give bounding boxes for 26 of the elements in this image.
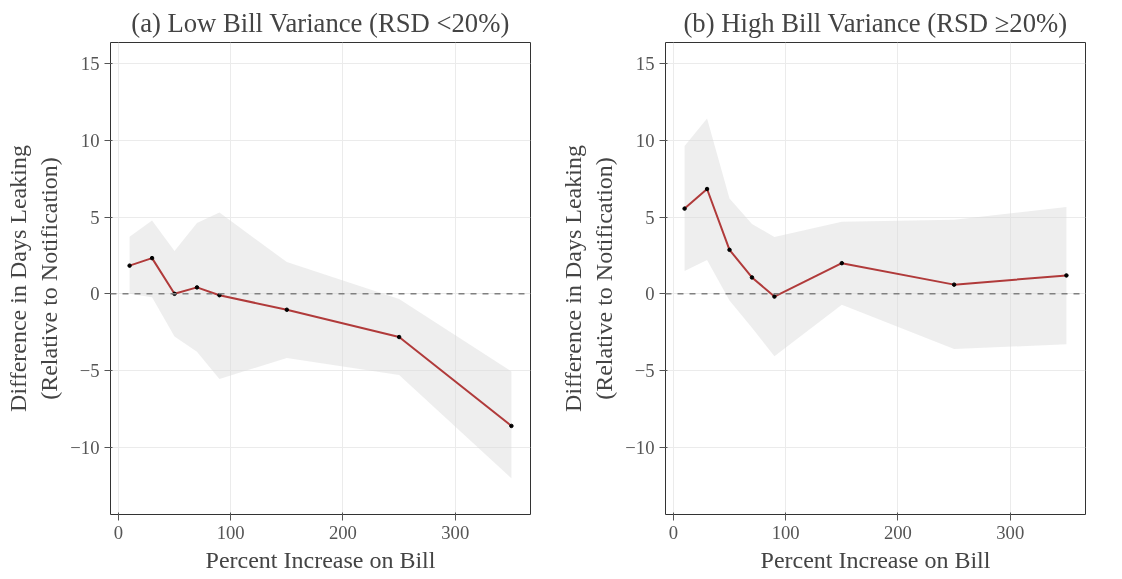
y-axis-title: Difference in Days Leaking (Relative to Notification) <box>560 145 618 412</box>
x-tick-label: 100 <box>771 521 800 543</box>
y-tick-label: 15 <box>80 53 100 75</box>
y-tick-label: −5 <box>79 359 100 381</box>
x-tick-label: 300 <box>996 521 1025 543</box>
y-tick-label: 0 <box>645 283 655 305</box>
y-tick-label: 0 <box>90 283 100 305</box>
chart-title: (a) Low Bill Variance (RSD <20%) <box>131 7 510 38</box>
y-tick-label: −10 <box>625 436 655 458</box>
y-tick-label: 5 <box>90 206 100 228</box>
y-axis-title: Difference in Days Leaking (Relative to Notification) <box>5 145 63 412</box>
x-tick-label: 100 <box>216 521 245 543</box>
y-tick-label: 10 <box>80 130 100 152</box>
y-tick-label: 10 <box>635 130 655 152</box>
x-tick-label: 0 <box>668 521 679 543</box>
y-tick-label: −5 <box>634 359 655 381</box>
x-tick-label: 300 <box>441 521 470 543</box>
y-tick-label: 5 <box>645 206 655 228</box>
x-tick-label: 200 <box>883 521 912 543</box>
x-tick-label: 0 <box>113 521 124 543</box>
x-axis-title: Percent Increase on Bill <box>205 546 436 573</box>
y-tick-label: −10 <box>70 436 100 458</box>
chart-title: (b) High Bill Variance (RSD ≥20%) <box>683 7 1068 38</box>
x-axis-title: Percent Increase on Bill <box>760 546 991 573</box>
y-tick-label: 15 <box>635 53 655 75</box>
x-tick-label: 200 <box>328 521 357 543</box>
